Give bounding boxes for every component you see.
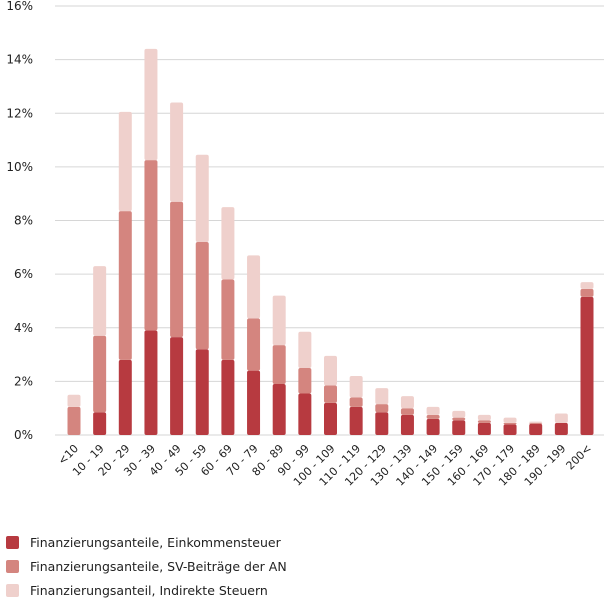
bar-segment bbox=[247, 318, 261, 371]
bar-segment bbox=[375, 412, 389, 435]
legend-item-sv-beitraege: Finanzierungsanteile, SV-Beiträge der AN bbox=[6, 554, 287, 578]
bar-segment bbox=[93, 266, 107, 336]
bar-segment bbox=[349, 397, 363, 407]
x-tick-label: 200< bbox=[564, 442, 595, 473]
bar-segment bbox=[93, 412, 107, 435]
legend-label-einkommensteuer: Finanzierungsanteile, Einkommensteuer bbox=[30, 534, 281, 550]
y-tick-label: 6% bbox=[14, 267, 33, 281]
bar-segment bbox=[426, 406, 440, 415]
bar-segment bbox=[298, 393, 312, 435]
bar-segment bbox=[93, 335, 107, 413]
bar-segment bbox=[529, 422, 543, 424]
bar-segment bbox=[272, 295, 286, 346]
bar-segment bbox=[247, 370, 261, 435]
bar-segment bbox=[554, 413, 568, 423]
bar-segment bbox=[554, 422, 568, 435]
bar-segment bbox=[400, 408, 414, 415]
bar-segment bbox=[67, 406, 81, 435]
bar-segment bbox=[426, 414, 440, 419]
bar-segment bbox=[324, 385, 337, 403]
bar-segment bbox=[144, 330, 158, 435]
bar-segment bbox=[477, 414, 491, 421]
bar-segment bbox=[170, 102, 184, 202]
bar-segment bbox=[144, 160, 158, 331]
bar-segment bbox=[529, 421, 543, 423]
bar-segment bbox=[221, 207, 235, 280]
bar-segment bbox=[118, 359, 132, 435]
legend-item-indirekte-steuern: Finanzierungsanteil, Indirekte Steuern bbox=[6, 578, 287, 602]
bar-segment bbox=[272, 345, 286, 385]
bar-segment bbox=[118, 111, 132, 212]
bar-segment bbox=[580, 282, 594, 289]
bar-segment bbox=[195, 154, 209, 242]
bar-segment bbox=[247, 255, 261, 319]
bar-segment bbox=[272, 384, 286, 435]
bar-segment bbox=[452, 420, 466, 435]
bar-segment bbox=[298, 367, 312, 394]
bar-segment bbox=[580, 288, 594, 297]
bar-segment bbox=[349, 376, 363, 398]
y-tick-label: 14% bbox=[6, 53, 33, 67]
bar-segment bbox=[477, 422, 491, 435]
y-tick-label: 10% bbox=[6, 160, 33, 174]
bar-segment bbox=[400, 414, 414, 435]
y-tick-label: 16% bbox=[6, 0, 33, 13]
bar-segment bbox=[118, 211, 132, 360]
bar-segment bbox=[221, 359, 235, 435]
bar-segment bbox=[221, 279, 235, 360]
bar-segment bbox=[324, 355, 337, 386]
legend-item-einkommensteuer: Finanzierungsanteile, Einkommensteuer bbox=[6, 530, 287, 554]
bar-segment bbox=[375, 388, 389, 405]
legend: Finanzierungsanteile, Einkommensteuer Fi… bbox=[6, 530, 287, 602]
bar-segment bbox=[580, 296, 594, 435]
bar-segment bbox=[349, 406, 363, 435]
bar-segment bbox=[426, 418, 440, 435]
y-tick-label: 4% bbox=[14, 321, 33, 335]
bar-segment bbox=[503, 424, 517, 435]
bar-segment bbox=[452, 410, 466, 418]
legend-swatch-sv-beitraege bbox=[6, 559, 19, 573]
bar-segment bbox=[298, 331, 312, 368]
bar-segment bbox=[503, 417, 517, 423]
bar-segment bbox=[144, 48, 158, 161]
bar-segment bbox=[529, 423, 543, 435]
legend-swatch-einkommensteuer bbox=[6, 535, 19, 549]
bar-segment bbox=[452, 417, 466, 421]
bar-segment bbox=[195, 349, 209, 435]
bar-segment bbox=[503, 422, 517, 425]
bar-segment bbox=[375, 404, 389, 413]
bar-segment bbox=[67, 394, 81, 407]
legend-label-indirekte-steuern: Finanzierungsanteil, Indirekte Steuern bbox=[30, 582, 268, 598]
bar-segment bbox=[170, 337, 184, 435]
bar-segment bbox=[400, 396, 414, 409]
bar-segment bbox=[324, 402, 337, 435]
legend-label-sv-beitraege: Finanzierungsanteile, SV-Beiträge der AN bbox=[30, 558, 287, 574]
y-tick-label: 2% bbox=[14, 374, 33, 388]
y-tick-label: 8% bbox=[14, 214, 33, 228]
bar-segment bbox=[477, 420, 491, 423]
legend-swatch-indirekte-steuern bbox=[6, 583, 19, 597]
y-tick-label: 12% bbox=[6, 106, 33, 120]
y-tick-label: 0% bbox=[14, 428, 33, 442]
bar-segment bbox=[195, 241, 209, 350]
bar-segment bbox=[170, 201, 184, 338]
